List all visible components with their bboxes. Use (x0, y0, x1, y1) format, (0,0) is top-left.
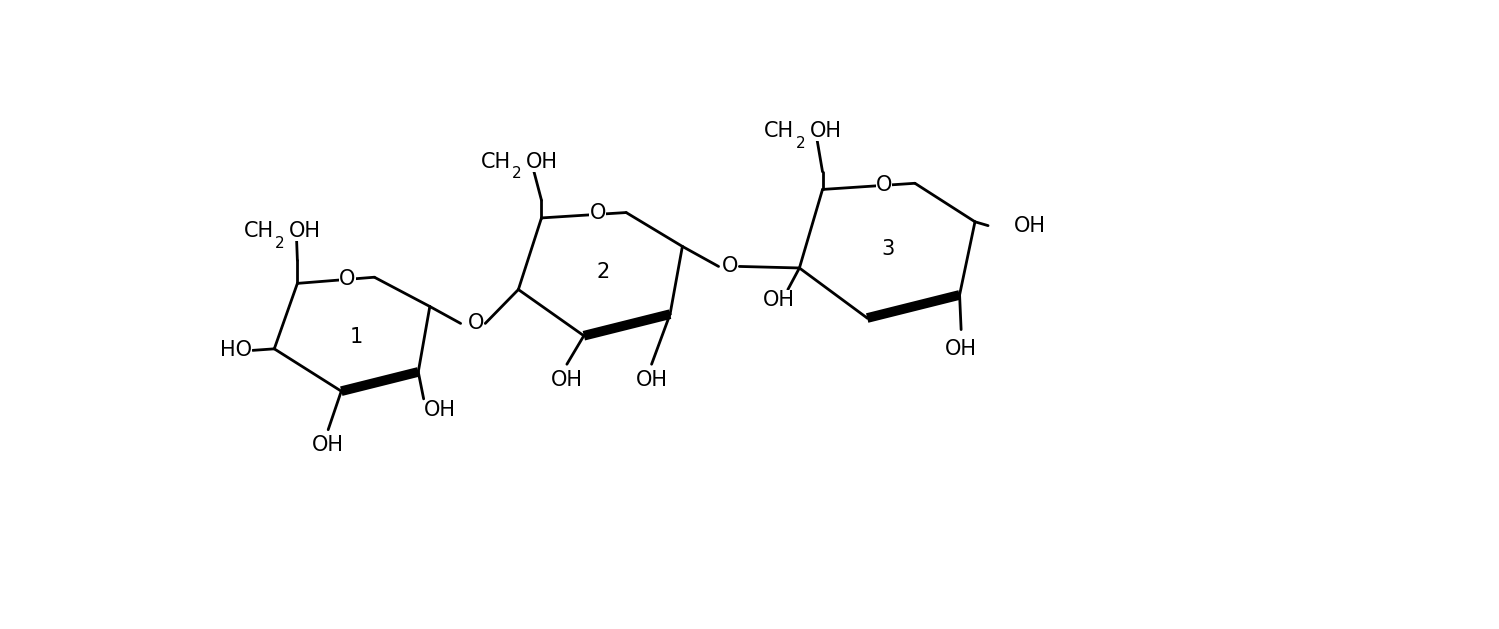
Text: OH: OH (312, 435, 345, 455)
Text: O: O (589, 203, 606, 223)
Text: CH: CH (764, 121, 794, 141)
Text: 2: 2 (796, 135, 805, 150)
Text: OH: OH (1013, 216, 1045, 236)
Text: 2: 2 (513, 166, 522, 181)
Text: 2: 2 (597, 262, 610, 282)
Text: OH: OH (636, 370, 667, 389)
Text: CH: CH (243, 221, 273, 241)
Text: CH: CH (481, 152, 511, 172)
Text: HO: HO (220, 340, 252, 360)
Text: OH: OH (946, 339, 977, 359)
Text: OH: OH (526, 152, 558, 172)
Text: 3: 3 (881, 239, 895, 259)
Text: OH: OH (424, 401, 456, 420)
Text: OH: OH (763, 291, 794, 310)
Text: 1: 1 (351, 327, 363, 347)
Text: 2: 2 (274, 236, 285, 250)
Text: O: O (875, 175, 892, 195)
Text: OH: OH (809, 121, 841, 141)
Text: O: O (468, 313, 484, 333)
Text: O: O (723, 257, 739, 276)
Text: O: O (339, 269, 355, 289)
Text: OH: OH (289, 221, 321, 241)
Text: OH: OH (550, 370, 583, 389)
